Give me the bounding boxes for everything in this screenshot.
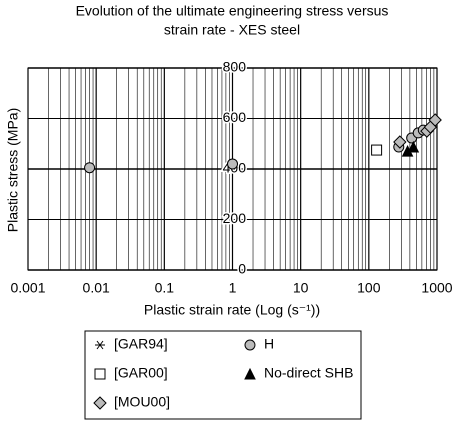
x-tick-label: 0.01 — [83, 280, 110, 296]
point — [84, 162, 96, 174]
point — [407, 140, 420, 153]
y-tick-label: 0 — [238, 261, 246, 277]
legend-label: [GAR00] — [114, 365, 168, 381]
x-axis-label: Plastic strain rate (Log (s⁻¹)) — [144, 302, 320, 318]
legend-box — [84, 330, 362, 420]
legend-marker — [94, 368, 106, 380]
point — [371, 144, 383, 156]
y-tick-label: 800 — [223, 59, 247, 75]
point — [393, 135, 407, 149]
x-tick-label: 100 — [357, 280, 381, 296]
y-tick-label: 600 — [223, 109, 247, 125]
x-tick-label: 10 — [293, 280, 309, 296]
legend-marker — [244, 339, 256, 351]
legend-marker — [95, 340, 105, 350]
legend-label: H — [264, 336, 274, 352]
point — [428, 113, 442, 127]
y-tick-label: 200 — [223, 210, 247, 226]
x-tick-label: 0.001 — [10, 280, 45, 296]
legend-label: No-direct SHB — [264, 365, 353, 381]
legend-label: [MOU00] — [114, 394, 170, 410]
legend-marker — [93, 396, 107, 410]
legend-label: [GAR94] — [114, 336, 168, 352]
chart-title: strain rate - XES steel — [164, 22, 300, 38]
legend-marker — [244, 367, 256, 380]
y-axis-label: Plastic stress (MPa) — [5, 108, 21, 232]
x-tick-label: 0.1 — [155, 280, 175, 296]
x-tick-label: 1 — [229, 280, 237, 296]
chart-title: Evolution of the ultimate engineering st… — [76, 3, 389, 19]
x-tick-label: 1000 — [421, 280, 452, 296]
point — [227, 158, 238, 170]
